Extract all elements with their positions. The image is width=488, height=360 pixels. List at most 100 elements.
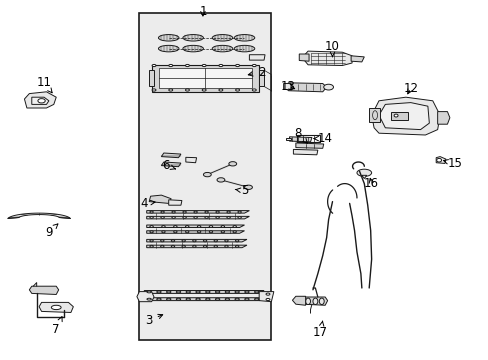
Text: 5: 5 xyxy=(235,184,248,197)
Ellipse shape xyxy=(171,240,174,242)
Ellipse shape xyxy=(185,89,189,91)
Ellipse shape xyxy=(204,211,208,213)
Ellipse shape xyxy=(203,240,206,242)
Ellipse shape xyxy=(214,240,217,242)
Polygon shape xyxy=(293,149,317,155)
Ellipse shape xyxy=(235,298,239,300)
Ellipse shape xyxy=(160,240,163,242)
Ellipse shape xyxy=(149,216,153,218)
Ellipse shape xyxy=(436,158,441,162)
Text: 10: 10 xyxy=(325,40,339,57)
Ellipse shape xyxy=(171,246,174,247)
Ellipse shape xyxy=(319,298,324,305)
Ellipse shape xyxy=(183,35,203,41)
Text: 17: 17 xyxy=(312,321,327,339)
Ellipse shape xyxy=(156,291,161,293)
Ellipse shape xyxy=(192,240,196,242)
Ellipse shape xyxy=(168,89,172,91)
Polygon shape xyxy=(39,302,73,312)
Ellipse shape xyxy=(235,291,239,293)
Ellipse shape xyxy=(192,246,196,247)
Ellipse shape xyxy=(235,246,238,247)
Ellipse shape xyxy=(197,225,201,228)
Ellipse shape xyxy=(216,211,219,213)
Ellipse shape xyxy=(185,64,189,67)
Polygon shape xyxy=(285,138,290,140)
Ellipse shape xyxy=(183,211,186,213)
Ellipse shape xyxy=(197,231,201,233)
Ellipse shape xyxy=(215,291,220,293)
Ellipse shape xyxy=(149,231,153,233)
Ellipse shape xyxy=(244,298,248,300)
Ellipse shape xyxy=(224,246,228,247)
Ellipse shape xyxy=(183,45,203,52)
Ellipse shape xyxy=(195,298,200,300)
Polygon shape xyxy=(149,70,154,86)
Polygon shape xyxy=(168,200,182,205)
Ellipse shape xyxy=(221,225,224,228)
Bar xyxy=(139,13,271,340)
Text: 4: 4 xyxy=(140,197,155,210)
Ellipse shape xyxy=(323,84,333,90)
Ellipse shape xyxy=(215,298,220,300)
Polygon shape xyxy=(378,103,428,130)
Bar xyxy=(390,112,407,120)
Ellipse shape xyxy=(146,298,151,300)
Ellipse shape xyxy=(185,231,188,233)
Text: 8: 8 xyxy=(294,127,307,143)
Ellipse shape xyxy=(185,298,190,300)
Ellipse shape xyxy=(158,35,179,41)
Ellipse shape xyxy=(214,246,217,247)
Ellipse shape xyxy=(158,45,179,52)
Text: 12: 12 xyxy=(403,82,417,95)
Ellipse shape xyxy=(217,178,224,182)
Ellipse shape xyxy=(185,291,190,293)
Ellipse shape xyxy=(160,246,163,247)
Ellipse shape xyxy=(219,64,223,67)
Polygon shape xyxy=(137,292,154,302)
Polygon shape xyxy=(283,84,290,90)
Text: 16: 16 xyxy=(364,177,378,190)
Text: 9: 9 xyxy=(45,224,58,239)
Ellipse shape xyxy=(161,211,164,213)
Ellipse shape xyxy=(204,216,208,218)
Ellipse shape xyxy=(173,231,177,233)
Ellipse shape xyxy=(232,225,236,228)
Polygon shape xyxy=(146,216,249,219)
Polygon shape xyxy=(350,56,364,62)
Polygon shape xyxy=(437,112,449,124)
Polygon shape xyxy=(8,213,70,219)
Ellipse shape xyxy=(168,64,172,67)
Ellipse shape xyxy=(172,211,175,213)
Ellipse shape xyxy=(38,99,45,103)
Ellipse shape xyxy=(219,89,223,91)
Ellipse shape xyxy=(182,246,185,247)
Ellipse shape xyxy=(172,216,175,218)
Ellipse shape xyxy=(265,298,269,301)
Polygon shape xyxy=(302,51,351,66)
Ellipse shape xyxy=(224,291,229,293)
Ellipse shape xyxy=(173,225,177,228)
Ellipse shape xyxy=(149,240,153,242)
Ellipse shape xyxy=(176,298,181,300)
Ellipse shape xyxy=(166,298,171,300)
Ellipse shape xyxy=(312,298,317,305)
Ellipse shape xyxy=(252,64,256,67)
Ellipse shape xyxy=(209,225,212,228)
Ellipse shape xyxy=(235,64,239,67)
Ellipse shape xyxy=(152,89,156,91)
Ellipse shape xyxy=(51,305,61,310)
Ellipse shape xyxy=(162,225,165,228)
Polygon shape xyxy=(295,143,323,148)
Ellipse shape xyxy=(235,240,238,242)
Polygon shape xyxy=(24,92,56,108)
Polygon shape xyxy=(371,97,439,135)
Ellipse shape xyxy=(156,298,161,300)
Ellipse shape xyxy=(202,89,205,91)
Ellipse shape xyxy=(162,231,165,233)
Ellipse shape xyxy=(356,169,371,176)
Ellipse shape xyxy=(234,45,254,52)
Polygon shape xyxy=(146,239,246,242)
Polygon shape xyxy=(284,83,326,92)
Ellipse shape xyxy=(254,291,259,293)
